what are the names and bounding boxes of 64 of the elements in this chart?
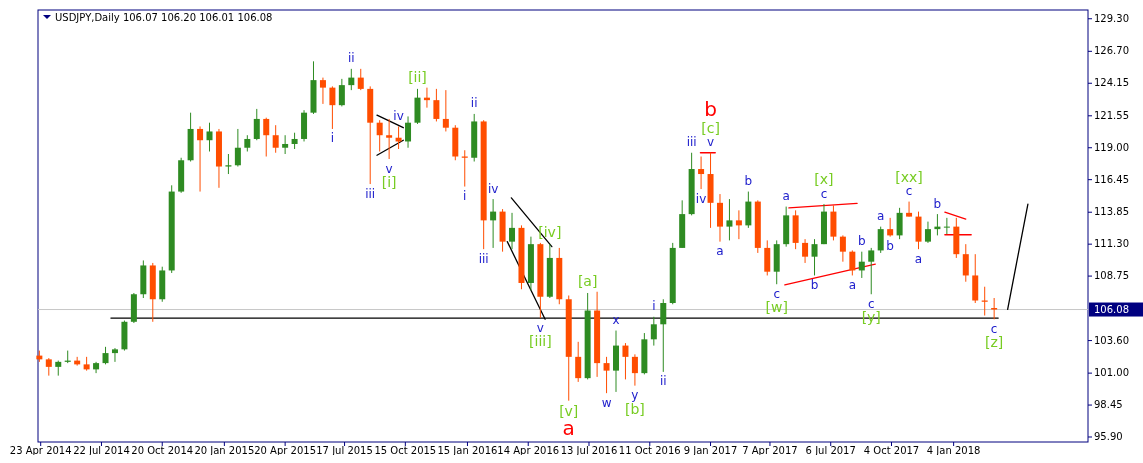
annotation: a [782,189,790,204]
y-tick-label: 95.90 [1094,430,1123,442]
annotation: iv [487,181,499,196]
annotation: y [631,388,639,403]
annotation: b [933,196,942,211]
y-tick-label: 111.30 [1094,238,1129,250]
annotation: [i] [381,174,397,191]
annotation: [w] [765,299,788,316]
annotation: [iii] [529,333,552,350]
annotation: b [744,174,753,189]
x-tick-label: 4 Oct 2017 [863,445,920,456]
x-tick-label: 15 Oct 2015 [374,445,437,456]
annotation: a [716,244,724,259]
annotation: i [463,189,467,204]
annotation: iii [365,186,376,201]
annotation: [v] [559,402,579,419]
annotation: c [820,186,828,201]
annotation: iv [695,191,707,206]
annotation: b [704,97,717,122]
y-tick-label: 116.45 [1094,173,1129,185]
annotation: [c] [701,119,720,136]
y-tick-label: 108.75 [1094,270,1129,282]
annotation: [x] [814,171,834,188]
annotation: c [990,321,998,336]
annotation: v [385,161,393,176]
y-tick-label: 119.00 [1094,141,1129,153]
annotation: a [848,277,857,292]
annotation: c [905,184,913,199]
annotation: [iv] [538,224,562,241]
annotation: b [857,234,866,249]
annotation: ii [659,374,667,389]
annotation: c [773,286,781,301]
annotation: iv [393,108,404,123]
annotation: iii [686,135,697,150]
annotation: [a] [577,272,598,289]
y-tick-label: 121.55 [1094,109,1129,121]
y-tick-label: 103.60 [1094,334,1129,346]
annotation: [ii] [408,68,427,85]
annotation: c [867,296,875,311]
annotation: v [536,320,544,335]
y-tick-label: 126.70 [1094,45,1129,57]
annotation: ii [470,96,478,111]
annotation: b [886,239,894,254]
annotation: ii [347,51,355,66]
annotation: iii [478,251,489,266]
annotation: a [877,209,885,224]
chart-title: USDJPY,Daily 106.07 106.20 106.01 106.08 [55,12,273,23]
annotation: [z] [985,334,1004,351]
ref-line-label: 106.08 [1094,303,1129,315]
annotation: a [914,251,923,266]
x-tick-label: 11 Oct 2016 [618,445,681,456]
annotation: a [562,416,575,441]
annotation: [xx] [895,168,923,185]
y-tick-label: 113.85 [1094,206,1129,218]
y-tick-label: 98.45 [1094,399,1123,411]
annotation: v [706,135,715,150]
x-tick-label: 20 Oct 2014 [131,445,194,456]
y-tick-label: 101.00 [1094,367,1129,379]
y-tick-label: 129.30 [1094,12,1129,24]
annotation: i [330,131,335,146]
annotation: b [810,277,819,292]
annotation: w [601,395,612,410]
y-tick-label: 124.15 [1094,77,1129,89]
annotation: i [652,299,656,314]
